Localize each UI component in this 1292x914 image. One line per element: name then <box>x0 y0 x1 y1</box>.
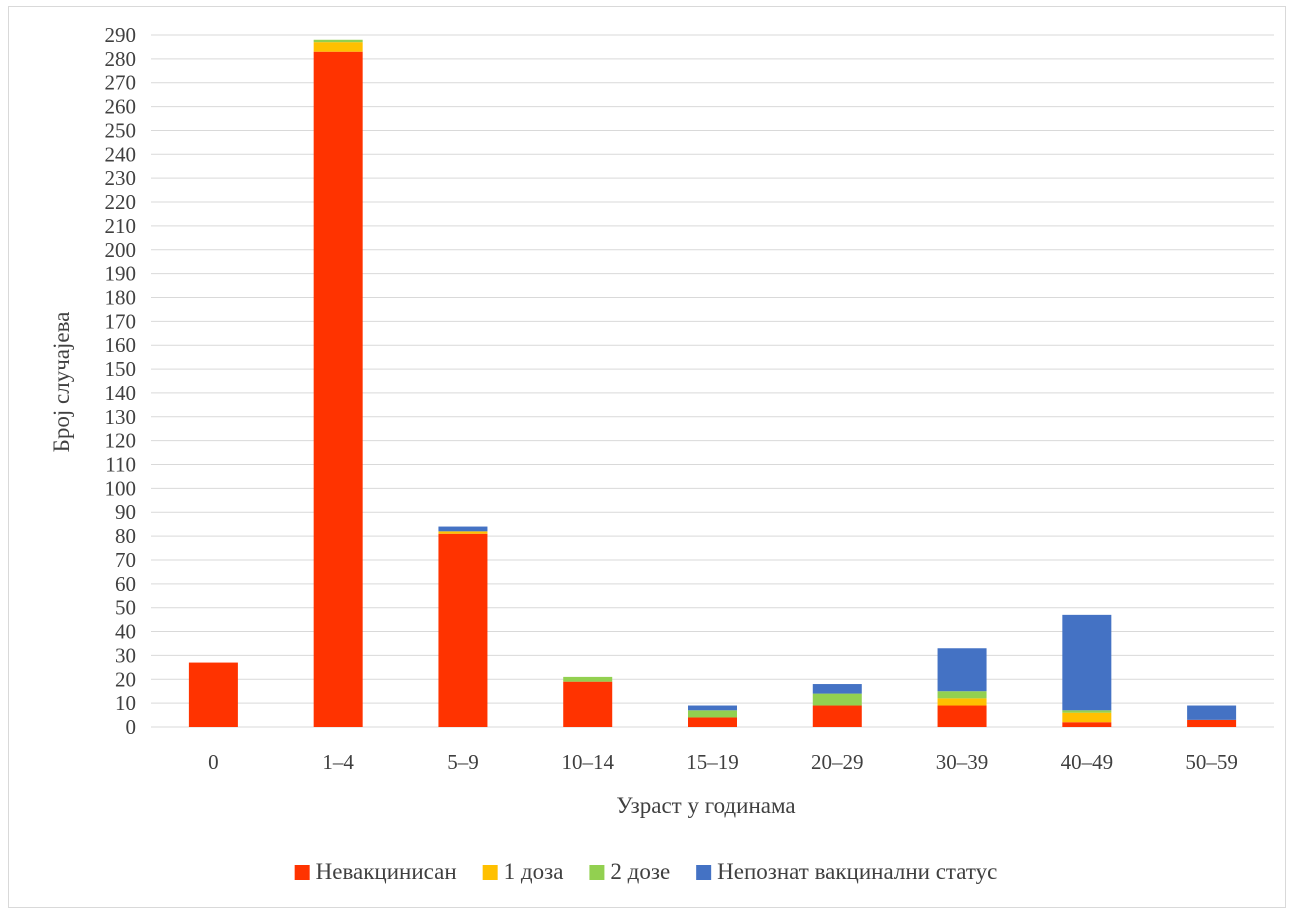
y-tick-label: 0 <box>126 715 137 739</box>
y-tick-label: 110 <box>105 453 136 477</box>
y-tick-label: 280 <box>105 47 137 71</box>
bar-segment <box>1062 722 1112 727</box>
legend-label: 2 дозе <box>610 859 670 884</box>
legend-label: Невакцинисан <box>316 859 457 884</box>
bar-segment <box>438 533 488 727</box>
y-tick-label: 210 <box>105 214 137 238</box>
y-tick-label: 50 <box>115 596 136 620</box>
y-tick-label: 150 <box>105 357 137 381</box>
y-tick-labels: 0102030405060708090100110120130140150160… <box>105 23 137 739</box>
y-tick-label: 260 <box>105 95 137 119</box>
bar-segment <box>937 691 987 699</box>
x-tick-label: 20–29 <box>811 750 864 774</box>
y-tick-label: 190 <box>105 262 137 286</box>
x-tick-label: 30–39 <box>936 750 989 774</box>
x-tick-label: 40–49 <box>1061 750 1114 774</box>
bar-segment <box>313 51 363 728</box>
bar-segment <box>563 676 613 682</box>
bar-segment <box>188 662 238 727</box>
bar-segment <box>688 710 737 718</box>
y-tick-label: 170 <box>105 309 137 333</box>
y-tick-label: 10 <box>115 691 136 715</box>
bar-segment <box>1062 614 1112 711</box>
y-tick-label: 160 <box>105 333 137 357</box>
y-tick-label: 270 <box>105 71 137 95</box>
y-tick-label: 130 <box>105 405 137 429</box>
y-tick-label: 250 <box>105 118 137 142</box>
legend-swatch <box>696 865 712 880</box>
bar-segment <box>313 42 363 52</box>
legend-swatch <box>294 865 310 880</box>
x-tick-label: 15–19 <box>686 750 739 774</box>
legend-swatch <box>589 865 605 880</box>
bar-segment <box>937 698 987 706</box>
legend: Невакцинисан 1 доза 2 дозе Непознат вакцина… <box>294 859 997 884</box>
x-tick-labels: 0 1–4 5–9 10–14 15–19 20–29 30–39 40–49 50–59 <box>208 750 1238 774</box>
y-tick-label: 60 <box>115 572 136 596</box>
y-tick-label: 220 <box>105 190 137 214</box>
y-tick-label: 70 <box>115 548 136 572</box>
y-tick-label: 140 <box>105 381 137 405</box>
y-tick-label: 100 <box>105 476 137 500</box>
bar-segment <box>438 531 488 534</box>
x-tick-label: 10–14 <box>561 750 614 774</box>
y-tick-label: 290 <box>105 23 137 47</box>
legend-swatch <box>482 865 498 880</box>
bar-segment <box>688 717 737 727</box>
legend-item: Непознат вакцинални статус <box>696 859 997 884</box>
legend-item: Невакцинисан <box>294 859 457 884</box>
bar-segment <box>812 705 862 727</box>
bars <box>188 39 1237 728</box>
y-tick-label: 40 <box>115 620 136 644</box>
y-tick-label: 80 <box>115 524 136 548</box>
x-tick-label: 50–59 <box>1185 750 1238 774</box>
legend-label: Непознат вакцинални статус <box>717 859 997 884</box>
bar-segment <box>812 693 862 706</box>
y-tick-label: 200 <box>105 238 137 262</box>
bar-segment <box>812 684 862 694</box>
x-axis-title: Узраст у годинама <box>616 793 795 818</box>
y-tick-label: 20 <box>115 667 136 691</box>
bar-segment <box>937 648 987 692</box>
x-tick-label: 0 <box>208 750 219 774</box>
x-tick-label: 5–9 <box>447 750 479 774</box>
bar-segment <box>563 681 613 727</box>
bar-segment <box>1062 712 1112 723</box>
y-tick-label: 120 <box>105 429 137 453</box>
x-tick-label: 1–4 <box>322 750 354 774</box>
y-tick-label: 240 <box>105 142 137 166</box>
y-axis-title: Број случајева <box>49 312 74 453</box>
bar-segment <box>313 39 363 43</box>
bar-segment <box>1187 705 1237 720</box>
bar-segment <box>688 705 737 711</box>
bar-segment <box>1062 710 1112 713</box>
y-tick-label: 230 <box>105 166 137 190</box>
bar-segment <box>438 526 488 532</box>
y-tick-label: 180 <box>105 285 137 309</box>
legend-item: 1 доза <box>482 859 564 884</box>
y-tick-label: 30 <box>115 643 136 667</box>
chart-frame <box>8 6 1286 908</box>
y-tick-label: 90 <box>115 500 136 524</box>
bar-segment <box>1187 719 1237 727</box>
legend-label: 1 доза <box>504 859 564 884</box>
bar-segment <box>937 705 987 727</box>
legend-item: 2 дозе <box>589 859 670 884</box>
